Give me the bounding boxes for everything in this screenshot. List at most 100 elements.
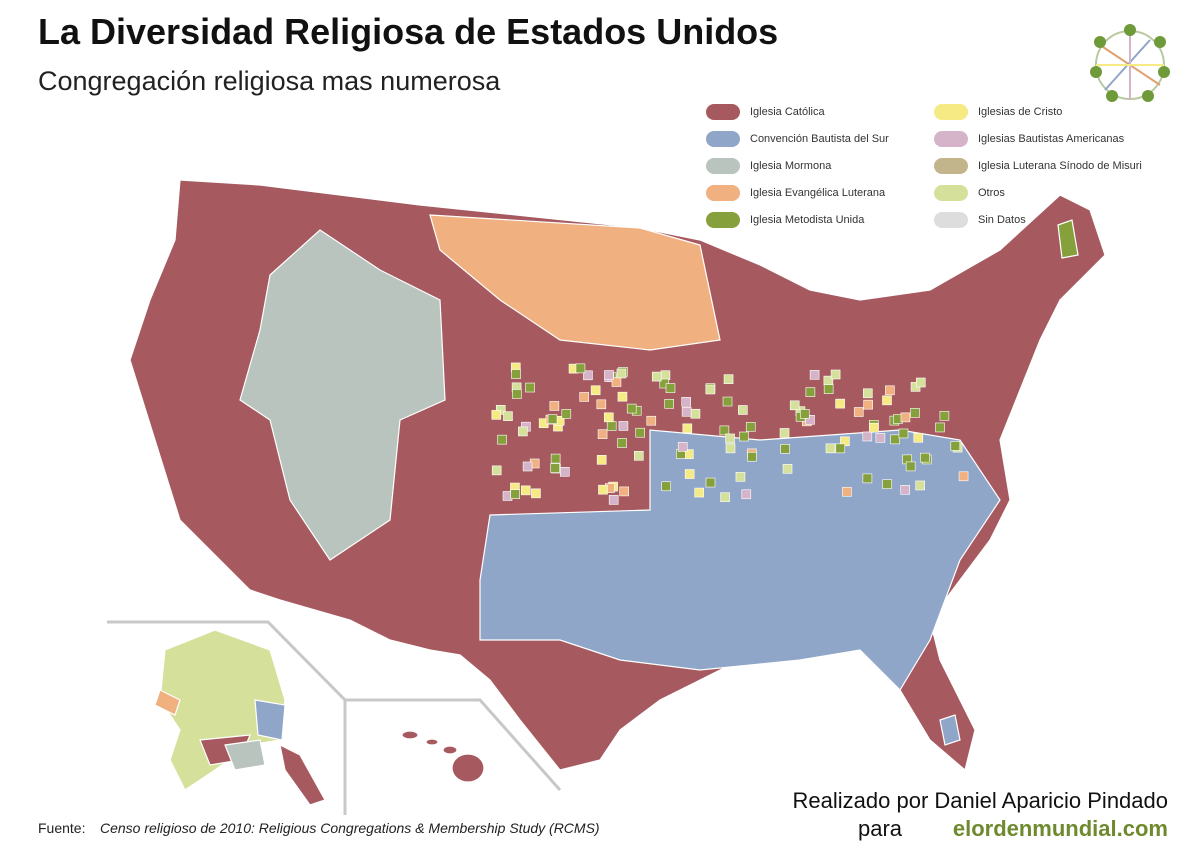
legend-swatch — [934, 185, 968, 201]
legend-label: Iglesias Bautistas Americanas — [978, 133, 1125, 145]
county — [885, 385, 895, 396]
county — [603, 412, 614, 423]
county — [651, 371, 662, 382]
legend-label: Sin Datos — [978, 214, 1026, 226]
county — [550, 463, 560, 473]
region — [279, 743, 326, 806]
legend-swatch — [706, 212, 740, 228]
county — [725, 433, 735, 444]
region — [224, 739, 266, 771]
legend-label: Iglesia Evangélica Luterana — [750, 187, 886, 199]
credit: Realizado por Daniel Aparicio Pindado — [793, 788, 1168, 813]
county — [939, 411, 950, 421]
island — [442, 745, 458, 755]
county — [739, 431, 749, 442]
map — [129, 179, 1106, 806]
region — [939, 714, 961, 746]
county — [738, 405, 748, 415]
island — [451, 753, 485, 783]
county — [722, 396, 733, 407]
county — [782, 464, 793, 474]
county — [915, 377, 926, 388]
county — [511, 369, 521, 379]
county — [950, 441, 961, 451]
county — [503, 411, 513, 421]
legend-label: Otros — [978, 187, 1005, 199]
county — [491, 465, 502, 476]
region — [154, 689, 181, 716]
county — [705, 477, 716, 488]
county — [719, 425, 730, 436]
county — [604, 370, 614, 380]
county — [618, 421, 629, 431]
county — [491, 410, 502, 420]
legend-label: Iglesia Luterana Sínodo de Misuri — [978, 160, 1142, 172]
county — [611, 377, 622, 387]
county — [905, 461, 916, 472]
county — [590, 385, 601, 396]
county — [497, 434, 507, 445]
legend-label: Iglesia Metodista Unida — [750, 214, 865, 226]
county — [779, 428, 790, 438]
county — [520, 485, 531, 496]
legend-swatch — [934, 212, 968, 228]
legend-swatch — [934, 104, 968, 120]
county — [882, 479, 892, 489]
county — [741, 489, 752, 500]
county — [862, 431, 873, 442]
county — [681, 406, 692, 417]
county — [681, 397, 691, 407]
county — [510, 489, 521, 499]
county — [747, 451, 757, 462]
county — [598, 484, 608, 495]
county — [869, 422, 879, 433]
county — [745, 422, 756, 432]
county — [684, 469, 695, 479]
legend-swatch — [706, 104, 740, 120]
county — [830, 369, 841, 380]
legend-swatch — [706, 158, 740, 174]
legend-swatch — [706, 185, 740, 201]
county — [518, 426, 528, 437]
county — [597, 429, 608, 439]
county — [805, 387, 816, 397]
county — [780, 444, 790, 454]
credit-site: elordenmundial.com — [953, 816, 1168, 841]
source-label: Fuente: — [38, 820, 85, 836]
region — [239, 229, 446, 561]
logo — [1090, 24, 1170, 102]
county — [958, 471, 969, 482]
county — [890, 434, 900, 445]
title: La Diversidad Religiosa de Estados Unido… — [38, 11, 778, 52]
county — [875, 433, 886, 443]
county — [835, 398, 845, 409]
county — [682, 423, 693, 434]
county — [596, 399, 607, 410]
county — [664, 399, 674, 409]
county — [735, 472, 746, 482]
source-text: Censo religioso de 2010: Religious Congr… — [100, 820, 600, 836]
county — [522, 461, 533, 472]
county — [619, 486, 629, 497]
county — [725, 443, 736, 454]
region — [1057, 219, 1079, 259]
county — [633, 451, 644, 461]
credit-para: para — [858, 816, 903, 841]
county — [616, 368, 627, 379]
county — [617, 438, 627, 448]
county — [863, 399, 873, 410]
county — [660, 370, 671, 381]
county — [559, 467, 570, 477]
inset-frame — [107, 620, 562, 815]
county — [694, 487, 704, 498]
county — [677, 442, 688, 452]
county — [853, 407, 864, 417]
county — [606, 421, 617, 431]
county — [720, 492, 730, 503]
county — [913, 432, 924, 443]
county — [789, 400, 800, 411]
county — [723, 374, 734, 384]
county — [825, 443, 836, 454]
island — [425, 738, 439, 746]
